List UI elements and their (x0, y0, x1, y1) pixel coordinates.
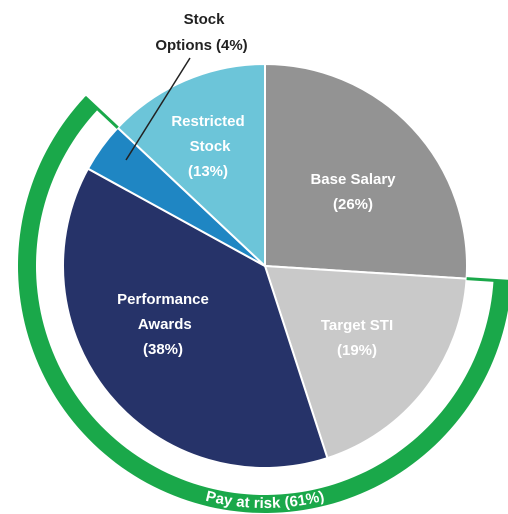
bracket-cap (466, 277, 508, 283)
value-label: (38%) (143, 341, 183, 358)
slice-label: Stock Options (151, 11, 225, 54)
pie-slice (62, 167, 329, 469)
bracket-arc (18, 96, 508, 513)
pie-slice (263, 264, 468, 460)
slice-label: Performance Awards (117, 291, 209, 333)
value-label: (13%) (188, 163, 228, 180)
slice-label: Restricted Stock (171, 113, 244, 155)
pie-slice (264, 62, 468, 280)
value-label: (26%) (333, 196, 373, 213)
value-label: (19%) (337, 342, 377, 359)
leader-line (125, 57, 191, 161)
slice-label: Target STI (321, 317, 393, 334)
value-label: (4%) (216, 37, 248, 54)
slice-label: Base Salary (310, 171, 396, 188)
bracket-cap (83, 95, 119, 129)
